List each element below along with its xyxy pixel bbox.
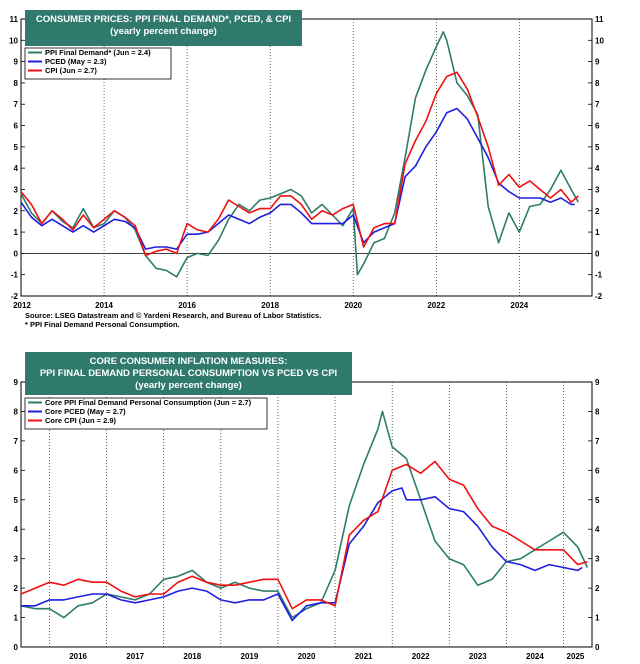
y-tick-label-right: -2 xyxy=(595,292,603,301)
chart-title-box xyxy=(25,352,352,395)
x-tick-label-2020: 2020 xyxy=(298,652,316,661)
x-tick-label-2022: 2022 xyxy=(427,301,445,310)
y-tick-label-right: 10 xyxy=(595,36,604,45)
chart-title-line-3: (yearly percent change) xyxy=(135,380,242,391)
y-tick-label-right: 4 xyxy=(595,525,600,534)
source-note-1: Source: LSEG Datastream and © Yardeni Re… xyxy=(25,311,321,320)
chart-title-line-2: (yearly percent change) xyxy=(110,26,217,37)
y-tick-label-left: 5 xyxy=(14,143,19,152)
y-tick-label-left: 0 xyxy=(14,643,19,652)
y-tick-label-left: 1 xyxy=(14,228,19,237)
y-tick-label-left: 1 xyxy=(14,614,19,623)
y-tick-label-left: 7 xyxy=(14,100,19,109)
x-tick-label-2024: 2024 xyxy=(510,301,528,310)
y-tick-label-right: 5 xyxy=(595,496,600,505)
y-tick-label-right: 7 xyxy=(595,100,600,109)
x-tick-label-2019: 2019 xyxy=(241,652,259,661)
y-tick-label-left: 9 xyxy=(14,378,19,387)
y-tick-label-left: 7 xyxy=(14,437,19,446)
series-line-pced-may-2-3 xyxy=(20,107,575,250)
y-tick-label-right: 11 xyxy=(595,15,604,24)
x-tick-label-2017: 2017 xyxy=(126,652,144,661)
y-tick-label-left: 6 xyxy=(14,466,19,475)
y-tick-label-left: 9 xyxy=(14,58,19,67)
x-tick-label-2012: 2012 xyxy=(13,301,31,310)
y-tick-label-right: 7 xyxy=(595,437,600,446)
y-tick-label-right: 8 xyxy=(595,79,600,88)
y-tick-label-right: 3 xyxy=(595,185,600,194)
y-tick-label-left: 4 xyxy=(14,525,19,534)
y-tick-label-left: -2 xyxy=(11,292,19,301)
legend-label-ppi-final-demand-jun-2-4: PPI Final Demand* (Jun = 2.4) xyxy=(45,48,151,57)
legend-label-core-ppi-final-demand-personal-consumption-jun-2-7: Core PPI Final Demand Personal Consumpti… xyxy=(45,398,252,407)
series-line-core-cpi-jun-2-9 xyxy=(20,460,588,610)
y-tick-label-left: 5 xyxy=(14,496,19,505)
legend-box xyxy=(24,47,172,80)
x-tick-label-2020: 2020 xyxy=(344,301,362,310)
y-tick-label-right: 1 xyxy=(595,228,600,237)
y-tick-label-left: 3 xyxy=(14,555,19,564)
y-tick-label-left: 10 xyxy=(9,36,18,45)
x-tick-label-2021: 2021 xyxy=(355,652,373,661)
legend-label-cpi-jun-2-7: CPI (Jun = 2.7) xyxy=(45,66,97,75)
chart-title-line-1: CORE CONSUMER INFLATION MEASURES: xyxy=(90,356,288,367)
y-tick-label-right: 4 xyxy=(595,164,600,173)
y-tick-label-left: 11 xyxy=(10,15,19,24)
y-tick-label-left: 4 xyxy=(14,164,19,173)
x-tick-label-2018: 2018 xyxy=(183,652,201,661)
legend-label-pced-may-2-3: PCED (May = 2.3) xyxy=(45,57,107,66)
series-line-cpi-jun-2-7 xyxy=(20,71,579,257)
y-tick-label-left: 8 xyxy=(14,79,19,88)
y-tick-label-right: 0 xyxy=(595,643,600,652)
x-tick-label-2016: 2016 xyxy=(178,301,196,310)
y-tick-label-right: 8 xyxy=(595,407,600,416)
x-tick-label-2025: 2025 xyxy=(567,652,585,661)
x-tick-label-2023: 2023 xyxy=(469,652,487,661)
y-tick-label-right: 9 xyxy=(595,378,600,387)
y-tick-label-right: 6 xyxy=(595,466,600,475)
x-tick-label-2024: 2024 xyxy=(526,652,544,661)
y-tick-label-right: 0 xyxy=(595,249,600,258)
y-tick-label-right: 9 xyxy=(595,58,600,67)
x-tick-label-2018: 2018 xyxy=(261,301,279,310)
x-tick-label-2022: 2022 xyxy=(412,652,430,661)
legend-label-core-cpi-jun-2-9: Core CPI (Jun = 2.9) xyxy=(45,416,117,425)
x-tick-label-2014: 2014 xyxy=(95,301,113,310)
source-note-2: * PPI Final Demand Personal Consumption. xyxy=(25,320,180,329)
y-tick-label-right: 2 xyxy=(595,207,600,216)
chart-title-box xyxy=(25,10,302,46)
series-line-core-pced-may-2-7 xyxy=(21,487,583,622)
chart-title-line-2: PPI FINAL DEMAND PERSONAL CONSUMPTION VS… xyxy=(40,368,337,379)
y-tick-label-right: 5 xyxy=(595,143,600,152)
y-tick-label-right: 3 xyxy=(595,555,600,564)
x-tick-label-2016: 2016 xyxy=(69,652,87,661)
series-line-core-ppi-final-demand-personal-consumption-jun-2-7 xyxy=(20,410,589,619)
y-tick-label-left: 8 xyxy=(14,407,19,416)
y-tick-label-right: 2 xyxy=(595,584,600,593)
y-tick-label-right: -1 xyxy=(595,271,603,280)
y-tick-label-right: 6 xyxy=(595,122,600,131)
y-tick-label-left: 0 xyxy=(14,249,19,258)
legend-box xyxy=(24,397,268,430)
core-inflation-chart: 0 0 1 1 2 2 3 3 4 4 5 5 6 6 7 7 8 8 9 9 2016 2017 2018 2019 2020… xyxy=(14,352,600,661)
y-tick-label-left: 3 xyxy=(14,185,19,194)
y-tick-label-left: -1 xyxy=(11,271,19,280)
legend-label-core-pced-may-2-7: Core PCED (May = 2.7) xyxy=(45,407,126,416)
y-tick-label-right: 1 xyxy=(595,614,600,623)
y-tick-label-left: 6 xyxy=(14,122,19,131)
y-tick-label-left: 2 xyxy=(14,207,19,216)
chart-title-line-1: CONSUMER PRICES: PPI FINAL DEMAND*, PCED… xyxy=(36,14,291,25)
y-tick-label-left: 2 xyxy=(14,584,19,593)
